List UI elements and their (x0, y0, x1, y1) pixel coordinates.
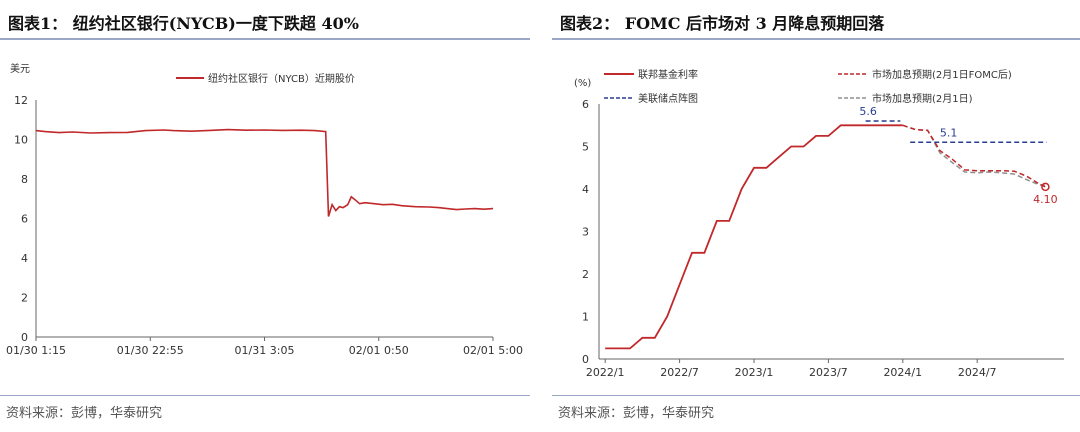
right-title-divider (552, 38, 1080, 40)
left-y-unit-label: 美元 (10, 62, 30, 75)
right-series-line-0 (605, 124, 903, 350)
left-title-divider (0, 38, 530, 40)
right-y-unit-label: (%) (574, 78, 591, 89)
right-annotation-0: 5.6 (859, 105, 877, 118)
right-legend-label-1: 美联储点阵图 (638, 92, 698, 105)
right-legend-label-2: 市场加息预期(2月1日FOMC后) (872, 68, 1012, 81)
right-series-line-2 (902, 124, 1046, 188)
left-x-tick-label-1: 01/30 22:55 (117, 344, 184, 357)
left-figure-title: 图表1： 纽约社区银行(NYCB)一度下跌超 40% (8, 14, 359, 33)
left-series-line-0 (35, 128, 494, 217)
left-y-tick-label-5: 10 (14, 134, 28, 147)
right-end-point-marker (1041, 182, 1050, 192)
fed-rate-expectation-chart: (%) 0 1 2 3 4 5 6 2022/1 2022/7 2023/1 2023/7 2024/1… (574, 68, 1064, 379)
right-source-note: 资料来源：彭博，华泰研究 (558, 406, 715, 421)
right-legend-label-3: 市场加息预期(2月1日) (872, 92, 973, 105)
left-x-tick-label-4: 02/01 5:00 (463, 344, 523, 357)
right-y-tick-label-2: 2 (582, 268, 589, 281)
right-x-tick-label-2: 2023/1 (735, 366, 774, 379)
right-source-divider (552, 395, 1080, 396)
right-x-tick-label-1: 2022/7 (660, 366, 699, 379)
left-y-tick-label-3: 6 (21, 213, 28, 226)
right-figure-title: 图表2： FOMC 后市场对 3 月降息预期回落 (560, 14, 885, 33)
left-figure-panel: 图表1： 纽约社区银行(NYCB)一度下跌超 40% 美元 0 2 4 6 8 10 12 01… (0, 0, 530, 432)
right-x-tick-label-3: 2023/7 (809, 366, 848, 379)
right-y-tick-label-5: 5 (582, 141, 589, 154)
right-figure-panel: 图表2： FOMC 后市场对 3 月降息预期回落 (%) 0 1 2 3 4 5 6 2022/… (552, 0, 1080, 432)
left-y-tick-label-0: 0 (21, 331, 28, 344)
left-x-tick-label-2: 01/31 3:05 (235, 344, 295, 357)
left-y-tick-label-4: 8 (21, 173, 28, 186)
left-x-tick-label-3: 02/01 0:50 (349, 344, 409, 357)
right-legend-label-0: 联邦基金利率 (638, 68, 698, 81)
left-y-tick-label-2: 4 (21, 252, 28, 265)
right-y-tick-label-3: 3 (582, 226, 589, 239)
left-legend-label-0: 纽约社区银行（NYCB）近期股价 (208, 72, 355, 85)
right-annotation-1: 5.1 (940, 126, 958, 139)
left-source-note: 资料来源：彭博，华泰研究 (6, 406, 163, 421)
right-x-tick-label-0: 2022/1 (586, 366, 625, 379)
right-y-tick-label-6: 6 (582, 98, 589, 111)
right-y-tick-label-0: 0 (582, 353, 589, 366)
right-series-line-3 (902, 124, 1046, 187)
right-annotation-2: 4.10 (1033, 193, 1058, 206)
right-y-tick-label-4: 4 (582, 183, 589, 196)
right-x-tick-label-4: 2024/1 (883, 366, 922, 379)
left-source-divider (0, 395, 530, 396)
right-y-tick-label-1: 1 (582, 311, 589, 324)
left-x-tick-label-0: 01/30 1:15 (6, 344, 66, 357)
left-y-tick-label-6: 12 (14, 94, 28, 107)
right-x-tick-label-5: 2024/7 (958, 366, 997, 379)
nycb-price-chart: 美元 0 2 4 6 8 10 12 01/30 1:15 01/30 22:55 01/31 3:… (6, 62, 523, 357)
left-y-tick-label-1: 2 (21, 292, 28, 305)
